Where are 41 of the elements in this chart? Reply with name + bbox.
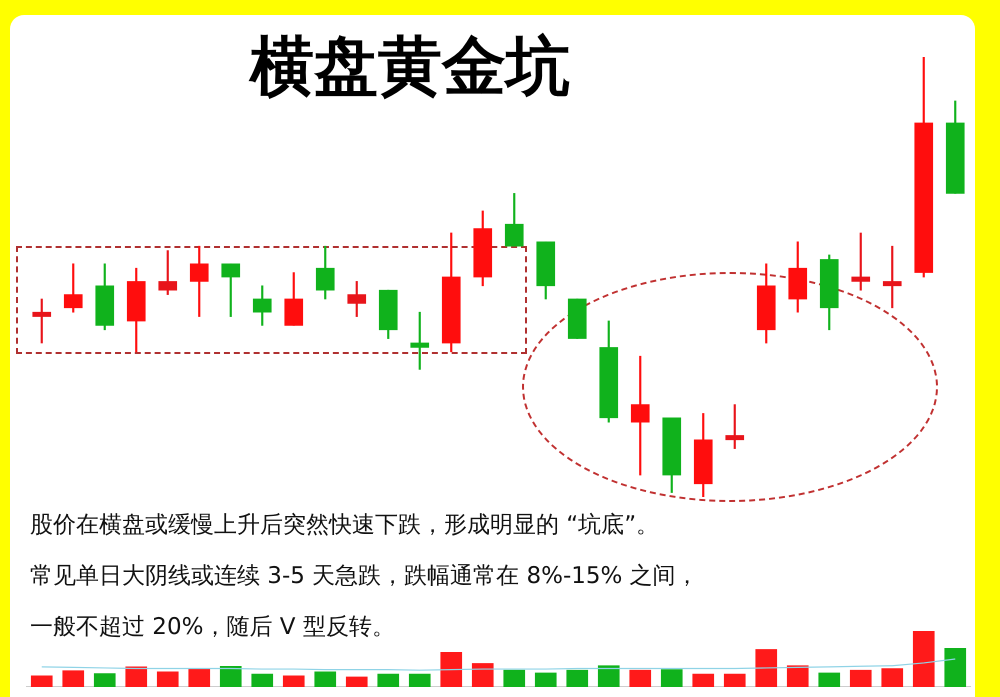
bar xyxy=(188,668,210,687)
bar xyxy=(156,672,179,687)
bar xyxy=(724,674,746,687)
bar xyxy=(660,669,683,687)
bar xyxy=(346,676,368,687)
candlestick xyxy=(851,232,870,291)
text: 常见单日大阴线或连续 3-5 天急跌，跌幅通常在 8%-15% 之间， xyxy=(30,562,699,591)
candlestick xyxy=(410,312,430,370)
bar xyxy=(598,665,620,687)
text: 股价在横盘或缓慢上升后突然快速下跌，形成明显的 “坑底”。 xyxy=(30,511,660,540)
candlestick xyxy=(630,356,650,476)
bar xyxy=(755,649,778,687)
bar xyxy=(692,674,714,687)
bar xyxy=(314,672,336,687)
bar xyxy=(472,663,494,687)
bar xyxy=(377,674,400,687)
bar xyxy=(944,648,966,687)
bar xyxy=(62,670,84,687)
candlestick xyxy=(32,298,52,344)
candlestick xyxy=(158,250,178,295)
bar xyxy=(282,675,305,687)
bar xyxy=(220,666,242,687)
bar xyxy=(251,674,274,687)
candlestick xyxy=(882,246,902,308)
bar xyxy=(912,631,935,687)
bar xyxy=(534,672,557,687)
bar xyxy=(440,652,462,687)
bar xyxy=(786,665,809,687)
bar xyxy=(881,668,904,687)
chart-title: 横盘黄金坑 xyxy=(248,29,571,106)
bar xyxy=(566,670,588,687)
bar xyxy=(629,670,652,687)
bar xyxy=(818,672,840,687)
annotation: 一般不超过 20%，随后 V 型反转。 xyxy=(30,613,395,642)
bar xyxy=(30,675,53,687)
bar xyxy=(503,670,526,687)
candlestick xyxy=(725,404,744,449)
bar xyxy=(850,670,872,687)
bar xyxy=(94,673,116,687)
bar xyxy=(125,666,148,687)
bar xyxy=(408,674,431,687)
